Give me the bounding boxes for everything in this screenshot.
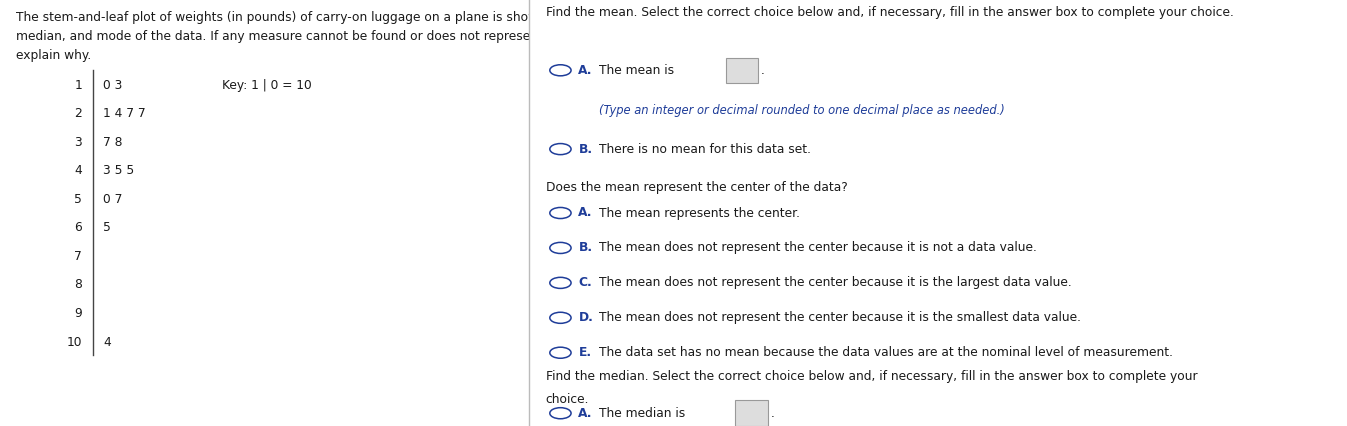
Text: 6: 6	[74, 222, 82, 234]
Text: A.: A.	[578, 407, 593, 420]
FancyBboxPatch shape	[735, 400, 768, 426]
Text: 1 4 7 7: 1 4 7 7	[104, 107, 145, 120]
Text: 10: 10	[66, 336, 82, 348]
Text: The stem-and-leaf plot of weights (in pounds) of carry-on luggage on a plane is : The stem-and-leaf plot of weights (in po…	[16, 11, 684, 24]
Text: The mean represents the center.: The mean represents the center.	[599, 207, 800, 219]
FancyBboxPatch shape	[726, 58, 758, 83]
Text: There is no mean for this data set.: There is no mean for this data set.	[599, 143, 811, 155]
Text: 2: 2	[74, 107, 82, 120]
Text: The median is: The median is	[599, 407, 686, 420]
Text: A.: A.	[578, 207, 593, 219]
Text: The mean is: The mean is	[599, 64, 674, 77]
Text: 9: 9	[74, 307, 82, 320]
Text: 8: 8	[74, 279, 82, 291]
Text: Does the mean represent the center of the data?: Does the mean represent the center of th…	[546, 181, 847, 194]
Text: Find the mean. Select the correct choice below and, if necessary, fill in the an: Find the mean. Select the correct choice…	[546, 6, 1234, 20]
Text: 3 5 5: 3 5 5	[104, 164, 135, 177]
Text: The mean does not represent the center because it is the smallest data value.: The mean does not represent the center b…	[599, 311, 1080, 324]
Text: B.: B.	[578, 143, 593, 155]
Text: 1: 1	[74, 79, 82, 92]
Text: 7 8: 7 8	[104, 136, 123, 149]
Text: 0 3: 0 3	[104, 79, 123, 92]
Text: 4: 4	[104, 336, 110, 348]
Text: explain why.: explain why.	[16, 49, 92, 62]
Text: .: .	[770, 407, 775, 420]
Text: Find the median. Select the correct choice below and, if necessary, fill in the : Find the median. Select the correct choi…	[546, 370, 1197, 383]
Text: median, and mode of the data. If any measure cannot be found or does not represe: median, and mode of the data. If any mea…	[16, 30, 686, 43]
Text: (Type an integer or decimal rounded to one decimal place as needed.): (Type an integer or decimal rounded to o…	[599, 104, 1005, 117]
Text: B.: B.	[578, 242, 593, 254]
Text: 5: 5	[74, 193, 82, 206]
Text: 4: 4	[74, 164, 82, 177]
Text: The mean does not represent the center because it is the largest data value.: The mean does not represent the center b…	[599, 276, 1072, 289]
Text: 5: 5	[104, 222, 110, 234]
Text: E.: E.	[578, 346, 591, 359]
Text: The mean does not represent the center because it is not a data value.: The mean does not represent the center b…	[599, 242, 1037, 254]
Text: 0 7: 0 7	[104, 193, 123, 206]
Text: C.: C.	[578, 276, 593, 289]
Text: .: .	[761, 64, 765, 77]
Text: choice.: choice.	[546, 393, 589, 406]
Text: 7: 7	[74, 250, 82, 263]
Text: 3: 3	[74, 136, 82, 149]
Text: D.: D.	[578, 311, 593, 324]
Text: Key: 1 | 0 = 10: Key: 1 | 0 = 10	[222, 79, 313, 92]
Text: The data set has no mean because the data values are at the nominal level of mea: The data set has no mean because the dat…	[599, 346, 1173, 359]
Text: A.: A.	[578, 64, 593, 77]
